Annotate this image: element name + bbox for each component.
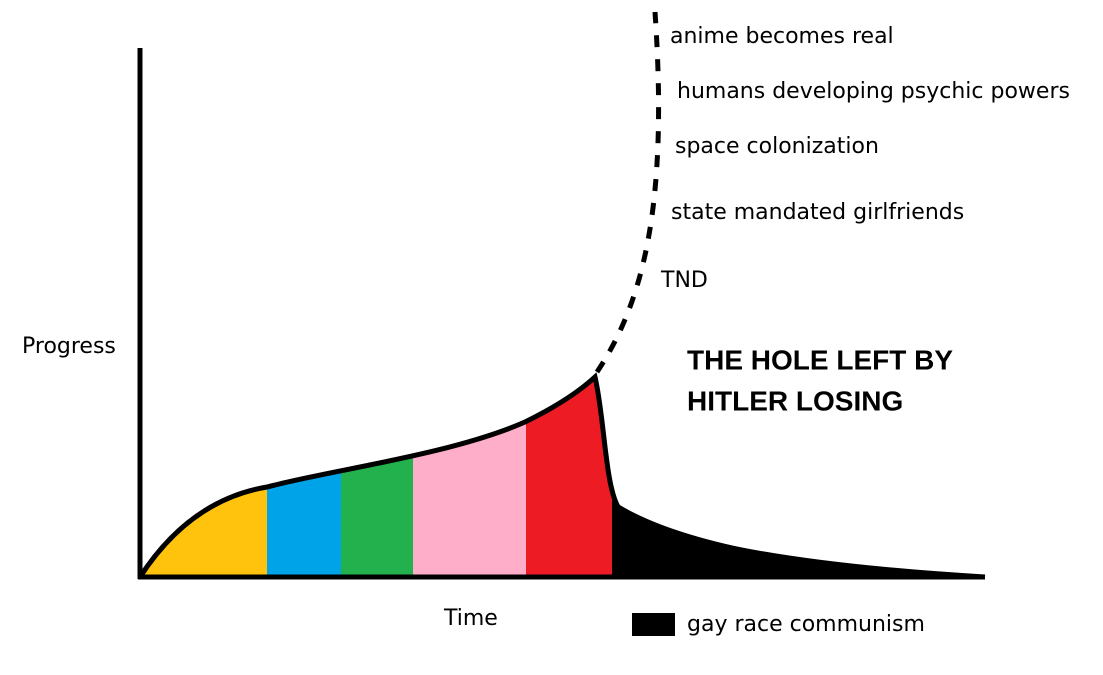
area-yellow [140,377,267,577]
colored-areas [140,377,620,577]
dashed-curve [594,11,662,374]
title-line: HITLER LOSING [687,385,903,416]
legend-swatch [632,613,675,636]
annotation: TND [660,268,708,293]
area-blue [267,377,341,577]
y-axis-label: Progress [22,334,116,359]
title-line: THE HOLE LEFT BY [687,344,953,375]
area-pink [413,377,526,577]
area-black [612,500,985,577]
annotation: state mandated girlfriends [671,200,964,225]
annotation: anime becomes real [670,24,894,49]
legend-label: gay race communism [687,612,925,637]
annotation: humans developing psychic powers [677,79,1070,104]
x-axis-label: Time [443,606,498,631]
curve [137,372,986,580]
annotation: space colonization [675,134,879,159]
